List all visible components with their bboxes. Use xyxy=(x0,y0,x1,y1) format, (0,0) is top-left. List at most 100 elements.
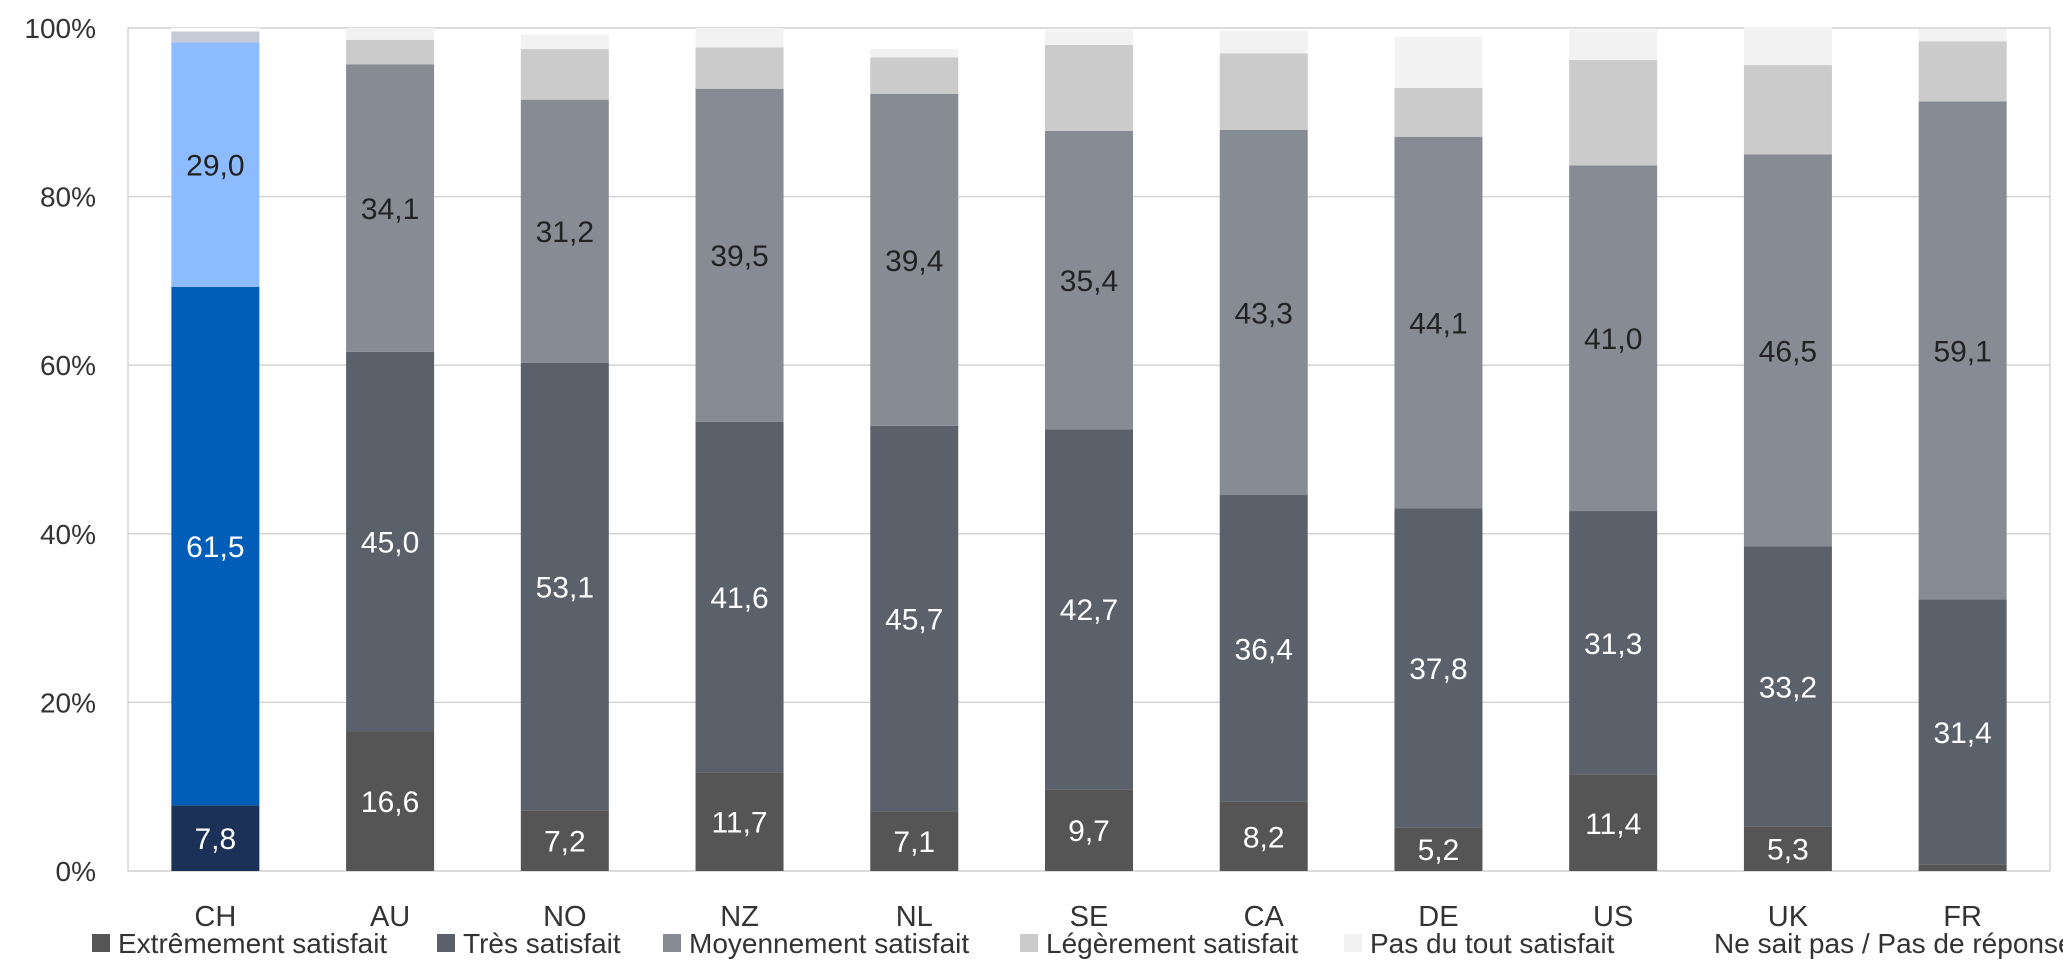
data-label: 35,4 xyxy=(1060,265,1118,298)
y-tick-label: 80% xyxy=(40,182,96,213)
bar-segment xyxy=(1918,599,2007,865)
bar-segment xyxy=(1045,44,1133,131)
bar-segment xyxy=(1394,827,1483,871)
data-label: 41,0 xyxy=(1584,323,1642,356)
data-label: 31,4 xyxy=(1933,717,1991,750)
bars: 7,8 61,5 29,0 16,6 45,0 34,1 7,2 53,1 31,2 11,7 41… xyxy=(171,27,2007,871)
legend-item: Très satisfait xyxy=(437,928,621,959)
legend-label: Pas du tout satisfait xyxy=(1370,928,1615,959)
x-tick-label: UK xyxy=(1768,901,1809,933)
bar-segment xyxy=(1045,29,1133,45)
bar-segment xyxy=(870,49,959,58)
data-label: 39,5 xyxy=(710,240,768,273)
bar-segment xyxy=(870,425,959,812)
bar-segment xyxy=(1569,165,1658,512)
data-label: 11,7 xyxy=(711,807,767,840)
data-label: 53,1 xyxy=(536,571,594,604)
bar-segment xyxy=(870,57,959,94)
data-label: 39,4 xyxy=(885,245,943,278)
bar-segment xyxy=(346,64,435,352)
bar-segment xyxy=(520,49,609,100)
x-tick-label: CA xyxy=(1244,901,1285,933)
bar-segment xyxy=(1569,511,1658,775)
bar-segment xyxy=(1219,30,1308,54)
bar-stack-uk: 5,3 33,2 46,5 xyxy=(1743,27,1832,871)
x-tick-label: NO xyxy=(543,901,587,933)
bar-segment xyxy=(1743,546,1832,827)
legend-item: Extrêmement satisfait xyxy=(92,928,387,959)
data-label: 45,7 xyxy=(885,604,943,637)
bar-segment xyxy=(520,362,609,811)
bar-stack-nz: 11,7 41,6 39,5 xyxy=(695,28,784,871)
data-label: 31,2 xyxy=(536,216,594,249)
data-label: 5,3 xyxy=(1767,834,1809,867)
data-label: 41,6 xyxy=(710,582,768,615)
bar-segment xyxy=(1219,53,1308,131)
data-label: 42,7 xyxy=(1060,594,1118,627)
bar-stack-au: 16,6 45,0 34,1 xyxy=(346,28,435,871)
data-label: 45,0 xyxy=(361,526,419,559)
bar-segment xyxy=(1045,789,1133,871)
data-label: 34,1 xyxy=(361,193,419,226)
bar-segment xyxy=(1918,28,2007,42)
bar-stack-us: 11,4 31,3 41,0 xyxy=(1569,29,1658,871)
bar-segment xyxy=(1219,801,1308,871)
bar-segment xyxy=(870,811,959,871)
bar-segment xyxy=(1394,36,1483,88)
legend-label: Extrêmement satisfait xyxy=(118,928,387,959)
bar-segment xyxy=(695,88,784,422)
bar-segment xyxy=(346,731,435,871)
data-label: 5,2 xyxy=(1418,834,1460,867)
bar-segment xyxy=(1394,136,1483,509)
bar-segment xyxy=(1918,41,2007,102)
bar-stack-ca: 8,2 36,4 43,3 xyxy=(1219,30,1308,871)
legend-swatch xyxy=(437,934,455,952)
data-label: 7,2 xyxy=(544,826,586,859)
bar-segment xyxy=(171,286,260,806)
bar-segment xyxy=(1569,29,1658,61)
legend-label: Légèrement satisfait xyxy=(1046,928,1298,959)
legend-swatch xyxy=(92,934,110,952)
data-label: 31,3 xyxy=(1584,628,1642,661)
legend-swatch xyxy=(1687,933,1707,953)
bar-segment xyxy=(1569,60,1658,166)
data-label: 59,1 xyxy=(1933,335,1991,368)
data-label: 46,5 xyxy=(1759,335,1817,368)
bar-segment xyxy=(1219,130,1308,496)
y-tick-label: 0% xyxy=(56,856,96,887)
data-label: 61,5 xyxy=(186,531,244,564)
bar-segment xyxy=(695,772,784,871)
legend: Extrêmement satisfait Très satisfait Moyen… xyxy=(92,928,2063,959)
bar-segment xyxy=(520,34,609,50)
legend-item: Légèrement satisfait xyxy=(1020,928,1298,959)
bar-stack-fr: 31,4 59,1 xyxy=(1918,28,2007,871)
bar-stack-no: 7,2 53,1 31,2 xyxy=(520,34,609,871)
y-tick-label: 40% xyxy=(40,519,96,550)
legend-label: Ne sait pas / Pas de réponse xyxy=(1714,928,2063,959)
bar-segment xyxy=(1743,65,1832,155)
bar-stack-de: 5,2 37,8 44,1 xyxy=(1394,36,1483,871)
x-tick-label: DE xyxy=(1418,901,1458,933)
bar-stack-nl: 7,1 45,7 39,4 xyxy=(870,49,959,871)
data-label: 36,4 xyxy=(1235,633,1293,666)
bar-segment xyxy=(695,47,784,89)
bar-segment xyxy=(1918,101,2007,600)
legend-label: Très satisfait xyxy=(463,928,621,959)
bar-segment xyxy=(520,99,609,363)
legend-item: Ne sait pas / Pas de réponse xyxy=(1687,928,2063,959)
bar-segment xyxy=(695,28,784,48)
bar-segment xyxy=(1219,495,1308,802)
data-label: 9,7 xyxy=(1068,815,1110,848)
x-tick-label: FR xyxy=(1943,901,1982,933)
bar-stack-se: 9,7 42,7 35,4 xyxy=(1045,29,1133,871)
bar-segment xyxy=(1394,508,1483,828)
x-tick-label: AU xyxy=(370,901,410,933)
y-axis: 0% 20% 40% 60% 80% 100% xyxy=(24,13,96,887)
data-label: 44,1 xyxy=(1409,308,1467,341)
bar-segment xyxy=(171,42,260,287)
data-label: 29,0 xyxy=(186,150,244,183)
x-tick-label: NL xyxy=(896,901,933,933)
bar-segment xyxy=(1743,154,1832,547)
legend-swatch xyxy=(663,934,681,952)
